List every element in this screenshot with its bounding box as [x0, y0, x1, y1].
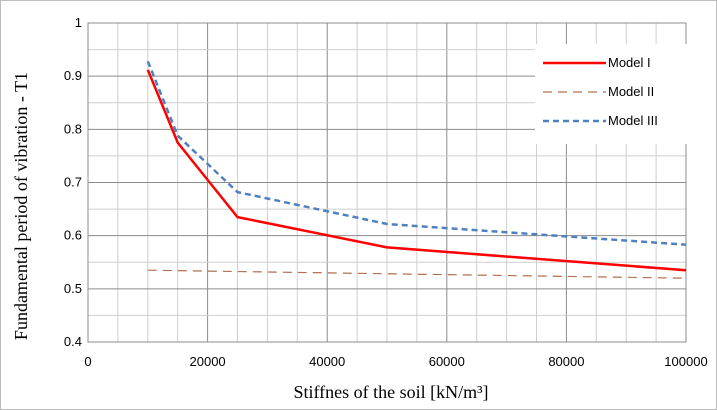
y-tick-label: 0.5	[64, 281, 82, 296]
x-tick-label: 40000	[309, 354, 345, 369]
y-tick-labels: 0.4 0.5 0.6 0.7 0.8 0.9 1	[64, 15, 82, 349]
legend-label: Model I	[608, 55, 651, 70]
x-tick-labels: 0 20000 40000 60000 80000 100000	[84, 354, 707, 369]
legend-box	[535, 44, 687, 144]
plot-area-border	[87, 22, 687, 343]
series-line-model-iii	[146, 60, 687, 246]
series-lines	[146, 60, 687, 279]
x-tick-label: 80000	[548, 354, 584, 369]
axes	[87, 22, 687, 343]
x-tick-label: 100000	[664, 354, 707, 369]
x-tick-label: 0	[84, 354, 91, 369]
y-tick-label: 0.8	[64, 121, 82, 136]
y-tick-label: 1	[75, 15, 82, 30]
y-tick-label: 0.9	[64, 68, 82, 83]
legend-label: Model II	[608, 84, 654, 99]
y-axis-title: Fundamental period of vibration - T1	[11, 72, 31, 340]
series-line-model-i	[146, 69, 687, 272]
x-axis-title: Stiffnes of the soil [kN/m³]	[293, 382, 488, 402]
legend-label: Model III	[608, 113, 658, 128]
x-tick-label: 20000	[190, 354, 226, 369]
y-tick-label: 0.4	[64, 334, 82, 349]
x-tick-label: 60000	[429, 354, 465, 369]
y-tick-label: 0.7	[64, 175, 82, 190]
y-tick-label: 0.6	[64, 228, 82, 243]
legend: Model I Model II Model III	[535, 44, 687, 144]
